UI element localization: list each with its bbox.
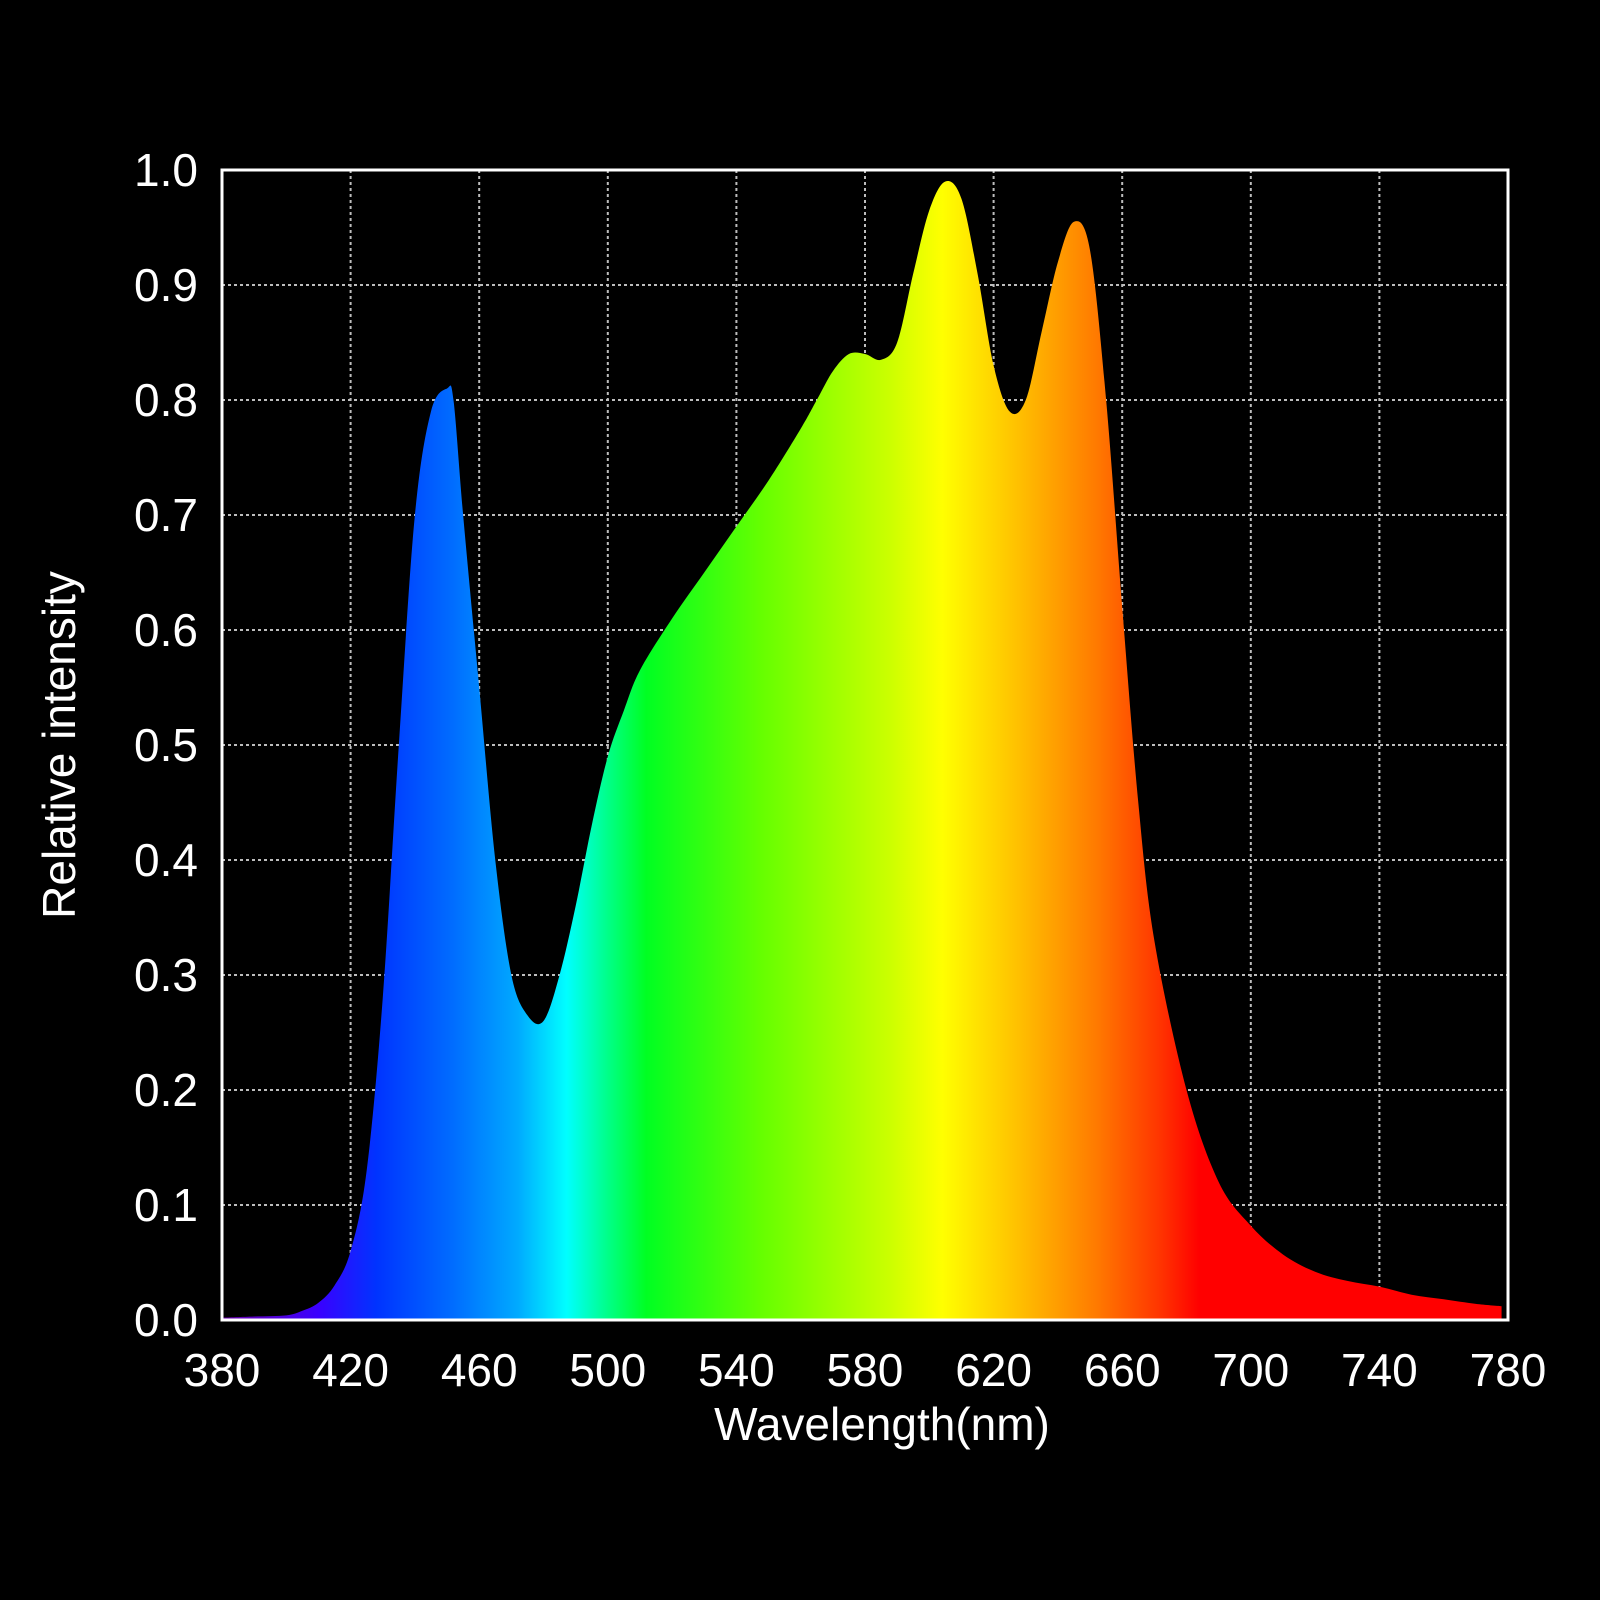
x-tick-label: 700 — [1212, 1344, 1289, 1396]
y-tick-label: 0.9 — [134, 259, 198, 311]
y-tick-label: 0.5 — [134, 719, 198, 771]
x-tick-label: 500 — [569, 1344, 646, 1396]
y-tick-label: 0.7 — [134, 489, 198, 541]
spectrum-area — [222, 181, 1502, 1320]
x-tick-label: 580 — [827, 1344, 904, 1396]
x-tick-label: 380 — [184, 1344, 261, 1396]
x-tick-label: 660 — [1084, 1344, 1161, 1396]
x-tick-labels: 380 420 460 500 540 580 620 660 700 740 780 — [184, 1344, 1547, 1396]
y-tick-labels: 0.0 0.1 0.2 0.3 0.4 0.5 0.6 0.7 0.8 0.9 1.0 — [134, 144, 198, 1346]
x-tick-label: 420 — [312, 1344, 389, 1396]
x-tick-label: 460 — [441, 1344, 518, 1396]
y-tick-label: 1.0 — [134, 144, 198, 196]
x-tick-label: 740 — [1341, 1344, 1418, 1396]
y-tick-label: 0.8 — [134, 374, 198, 426]
y-tick-label: 0.0 — [134, 1294, 198, 1346]
y-axis-title: Relative intensity — [33, 571, 85, 919]
x-axis-title: Wavelength(nm) — [714, 1398, 1050, 1450]
y-tick-label: 0.4 — [134, 834, 198, 886]
y-tick-label: 0.1 — [134, 1179, 198, 1231]
x-tick-label: 620 — [955, 1344, 1032, 1396]
y-tick-label: 0.2 — [134, 1064, 198, 1116]
y-tick-label: 0.3 — [134, 949, 198, 1001]
x-tick-label: 540 — [698, 1344, 775, 1396]
x-tick-label: 780 — [1470, 1344, 1547, 1396]
y-tick-label: 0.6 — [134, 604, 198, 656]
plot-frame — [220, 168, 1510, 1322]
